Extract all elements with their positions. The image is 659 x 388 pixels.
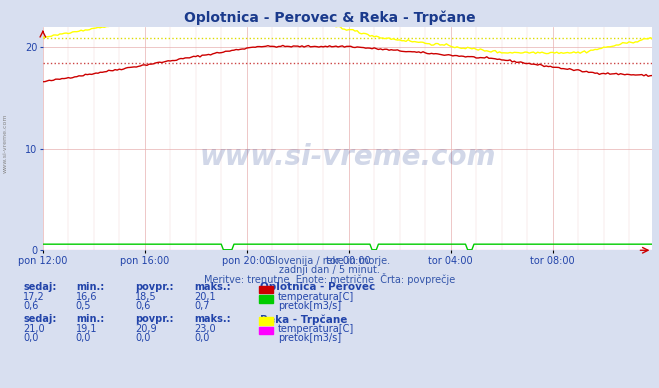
Text: 20,9: 20,9: [135, 324, 157, 334]
Text: Oplotnica - Perovec & Reka - Trpčane: Oplotnica - Perovec & Reka - Trpčane: [184, 11, 475, 25]
Text: 0,0: 0,0: [194, 333, 210, 343]
Text: 17,2: 17,2: [23, 292, 45, 302]
Text: 0,6: 0,6: [135, 301, 150, 311]
Text: sedaj:: sedaj:: [23, 282, 57, 293]
Text: pretok[m3/s]: pretok[m3/s]: [278, 333, 341, 343]
Text: sedaj:: sedaj:: [23, 314, 57, 324]
Text: 20,1: 20,1: [194, 292, 216, 302]
Text: zadnji dan / 5 minut.: zadnji dan / 5 minut.: [279, 265, 380, 275]
Text: 18,5: 18,5: [135, 292, 157, 302]
Text: pretok[m3/s]: pretok[m3/s]: [278, 301, 341, 311]
Text: maks.:: maks.:: [194, 282, 231, 293]
Text: 16,6: 16,6: [76, 292, 98, 302]
Text: Oplotnica - Perovec: Oplotnica - Perovec: [260, 282, 376, 293]
Text: 0,0: 0,0: [76, 333, 91, 343]
Text: temperatura[C]: temperatura[C]: [278, 324, 355, 334]
Text: 0,7: 0,7: [194, 301, 210, 311]
Text: 0,5: 0,5: [76, 301, 92, 311]
Text: povpr.:: povpr.:: [135, 314, 173, 324]
Text: www.si-vreme.com: www.si-vreme.com: [200, 142, 496, 171]
Text: 23,0: 23,0: [194, 324, 216, 334]
Text: 0,0: 0,0: [23, 333, 38, 343]
Text: Slovenija / reke in morje.: Slovenija / reke in morje.: [269, 256, 390, 266]
Text: min.:: min.:: [76, 282, 104, 293]
Text: temperatura[C]: temperatura[C]: [278, 292, 355, 302]
Text: 0,6: 0,6: [23, 301, 38, 311]
Text: min.:: min.:: [76, 314, 104, 324]
Text: Reka - Trpčane: Reka - Trpčane: [260, 314, 348, 325]
Text: 19,1: 19,1: [76, 324, 98, 334]
Text: 21,0: 21,0: [23, 324, 45, 334]
Text: Meritve: trenutne  Enote: metrične  Črta: povprečje: Meritve: trenutne Enote: metrične Črta: …: [204, 273, 455, 285]
Text: maks.:: maks.:: [194, 314, 231, 324]
Text: povpr.:: povpr.:: [135, 282, 173, 293]
Text: www.si-vreme.com: www.si-vreme.com: [3, 114, 8, 173]
Text: 0,0: 0,0: [135, 333, 150, 343]
